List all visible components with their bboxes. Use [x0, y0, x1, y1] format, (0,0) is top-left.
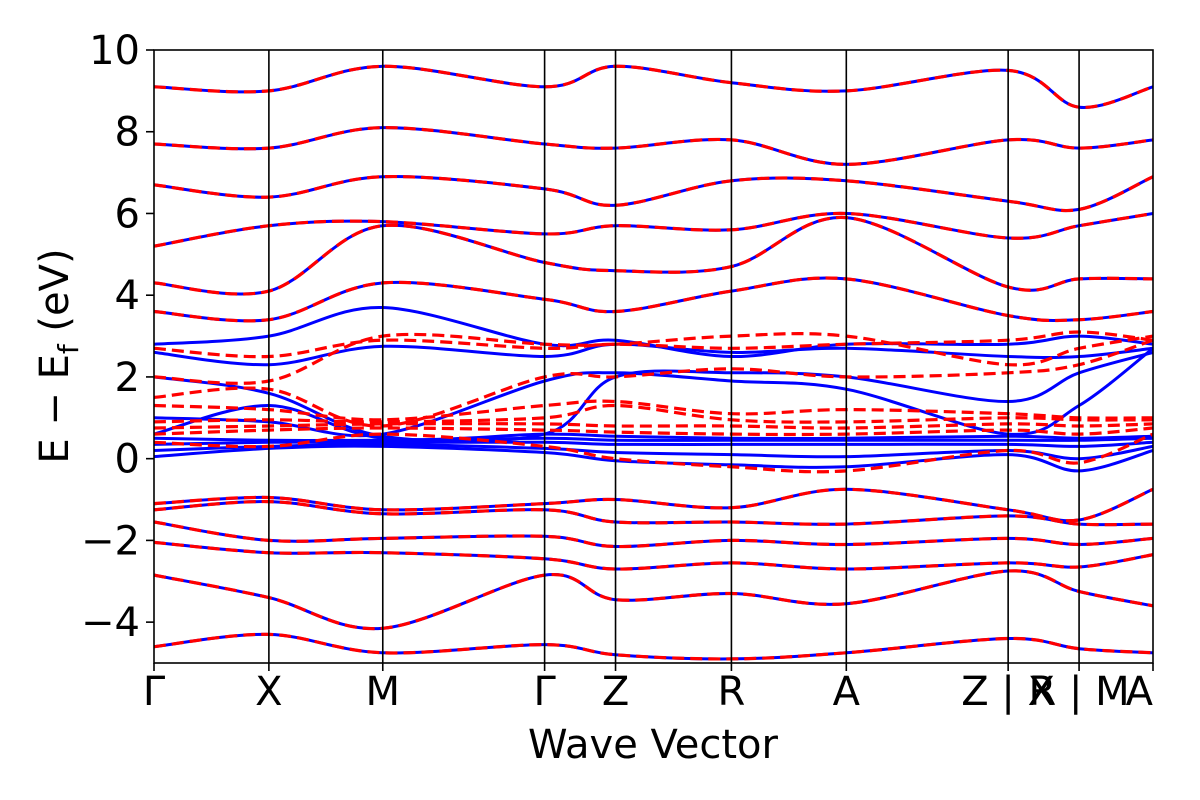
- kpath-divider-lines: [268, 50, 1080, 663]
- y-tick-label: −4: [81, 600, 140, 646]
- y-axis: −4 −2 0 2 4 6 8 10: [81, 28, 154, 646]
- dashed-band-7: [154, 426, 1153, 437]
- dashed-band-6: [154, 432, 1153, 474]
- dashed-band-2: [154, 540, 1153, 571]
- x-tick-label: Γ: [143, 669, 166, 715]
- dashed-band-16: [154, 211, 1153, 248]
- bands-layer: [154, 64, 1153, 661]
- y-axis-title: E − Ef (eV): [32, 248, 85, 463]
- dashed-band-3: [154, 520, 1153, 549]
- dashed-band-14: [154, 276, 1153, 323]
- y-axis-title-main: E − E: [32, 354, 78, 464]
- solid-bands-series: [154, 64, 1153, 661]
- y-tick-label: 8: [115, 110, 140, 156]
- y-tick-label: 10: [89, 28, 140, 74]
- dashed-band-13: [154, 330, 1153, 359]
- solid-band-9: [154, 436, 1153, 443]
- dashed-band-9: [154, 403, 1153, 424]
- y-tick-label: 6: [115, 191, 140, 237]
- dashed-band-1: [154, 569, 1153, 631]
- x-axis-title: Wave Vector: [528, 722, 779, 768]
- dashed-band-11: [154, 338, 1153, 428]
- solid-band-7: [154, 442, 1153, 461]
- x-tick-label: A: [1126, 669, 1154, 715]
- solid-band-19: [154, 126, 1153, 166]
- solid-band-17: [154, 211, 1153, 248]
- y-axis-title-unit: (eV): [32, 248, 78, 344]
- solid-band-3: [154, 520, 1153, 549]
- dashed-band-10: [154, 399, 1153, 422]
- solid-band-13: [154, 342, 1153, 367]
- solid-band-20: [154, 64, 1153, 109]
- solid-band-8: [154, 440, 1153, 448]
- dashed-band-8: [154, 422, 1153, 430]
- dashed-bands-series: [154, 64, 1153, 661]
- y-axis-title-subscript: f: [52, 343, 85, 354]
- x-tick-label: M: [366, 669, 401, 715]
- y-tick-label: 4: [115, 273, 140, 319]
- y-tick-label: 2: [115, 355, 140, 401]
- x-tick-label: Z: [602, 669, 629, 715]
- dashed-band-15: [154, 215, 1153, 296]
- solid-band-16: [154, 216, 1153, 296]
- plot-frame: [153, 49, 1154, 664]
- solid-band-10: [154, 403, 1153, 442]
- dashed-band-4: [154, 499, 1153, 527]
- dashed-band-17: [154, 174, 1153, 213]
- y-tick-label: −2: [81, 518, 140, 564]
- dashed-band-0: [154, 632, 1153, 661]
- y-tick-label: 0: [115, 437, 140, 483]
- solid-band-18: [154, 175, 1153, 213]
- dashed-band-18: [154, 125, 1153, 167]
- x-tick-label: R | M: [1028, 669, 1129, 715]
- x-tick-label: A: [833, 669, 861, 715]
- x-tick-label: Γ: [533, 669, 556, 715]
- x-tick-label: R: [718, 669, 746, 715]
- x-tick-label: X: [255, 669, 282, 715]
- dashed-band-19: [154, 64, 1153, 109]
- dashed-band-5: [154, 487, 1153, 523]
- x-tick-label: Z | X: [961, 669, 1055, 715]
- dashed-band-12: [154, 332, 1153, 385]
